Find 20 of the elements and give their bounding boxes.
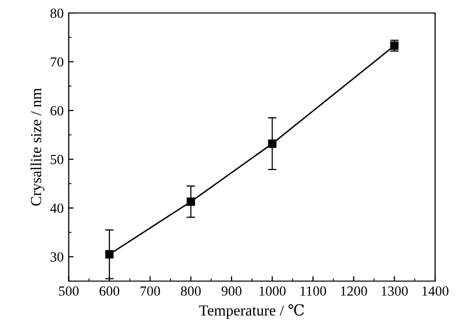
y-tick-label: 70 bbox=[50, 57, 64, 67]
x-tick-label: 1200 bbox=[341, 286, 368, 296]
x-tick-label: 600 bbox=[100, 286, 120, 296]
y-tick-label: 50 bbox=[50, 154, 64, 164]
y-tick-label: 40 bbox=[50, 204, 64, 213]
x-tick-label: 1400 bbox=[422, 286, 448, 296]
x-axis-title: Temperature / ℃ bbox=[199, 304, 304, 319]
point bbox=[105, 250, 114, 258]
x-tick-label: 700 bbox=[140, 286, 160, 296]
y-tick-label: 60 bbox=[50, 106, 64, 116]
x-tick-label: 1000 bbox=[260, 286, 286, 296]
x-tick-label: 900 bbox=[222, 286, 242, 296]
x-tick-label: 500 bbox=[59, 286, 79, 296]
y-tick-label: 30 bbox=[50, 252, 64, 262]
y-tick-label: 80 bbox=[50, 8, 64, 18]
x-tick-label: 1100 bbox=[300, 286, 326, 296]
y-axis-title: Crysallite size / nm bbox=[30, 88, 44, 206]
x-tick-label: 800 bbox=[180, 286, 201, 296]
x-tick-label: 1300 bbox=[382, 286, 408, 296]
point bbox=[186, 197, 195, 206]
